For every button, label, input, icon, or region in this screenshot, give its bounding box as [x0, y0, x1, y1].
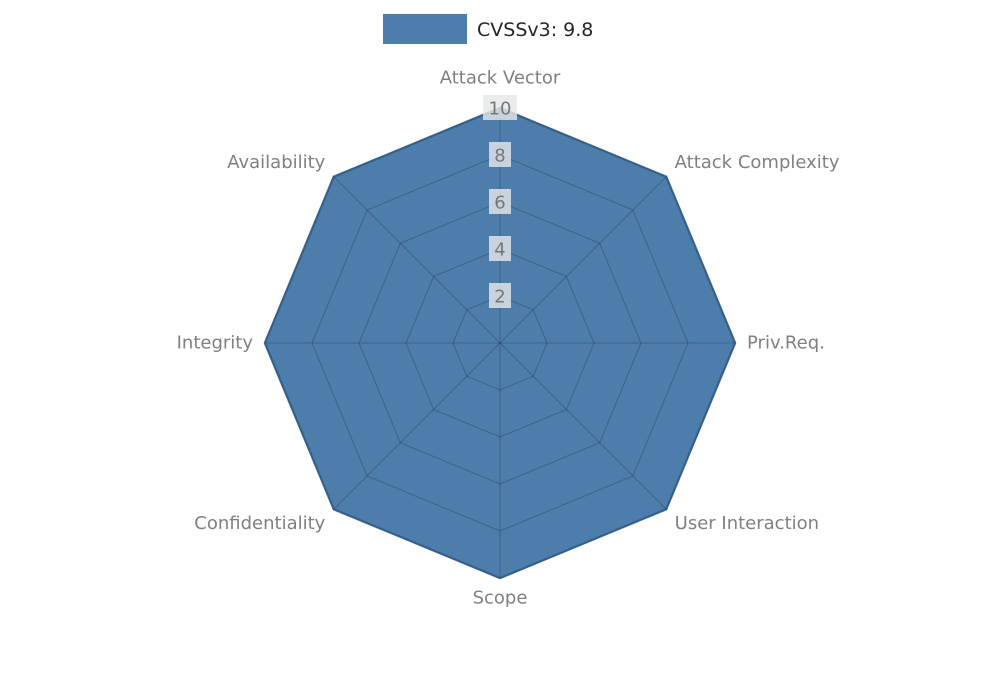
radial-tick-bg — [489, 283, 511, 308]
grid-ring — [358, 201, 642, 485]
axis-label-user-interaction: User Interaction — [675, 513, 819, 534]
axis-spoke — [333, 176, 501, 344]
axis-label-availability: Availability — [227, 152, 325, 173]
radial-tick-bg — [489, 236, 511, 261]
radial-tick-label: 10 — [489, 99, 512, 120]
axis-spoke — [333, 342, 501, 510]
axis-label-priv-req-: Priv.Req. — [747, 333, 825, 354]
grid-ring — [311, 154, 689, 532]
grid-ring — [452, 295, 548, 391]
legend-swatch — [383, 14, 467, 44]
radial-tick-label: 8 — [494, 146, 505, 167]
axis-spoke — [499, 342, 667, 510]
radial-tick-bg — [489, 142, 511, 167]
axis-spoke — [499, 176, 667, 344]
grid-ring — [264, 107, 736, 579]
grid-ring — [405, 248, 595, 438]
radial-tick-label: 4 — [494, 240, 505, 261]
radial-tick-bg — [489, 189, 511, 214]
legend-label: CVSSv3: 9.8 — [477, 19, 593, 41]
radar-fill-polygon — [263, 106, 737, 580]
radial-tick-bg — [483, 95, 517, 120]
radial-tick-label: 6 — [494, 193, 505, 214]
axis-label-attack-complexity: Attack Complexity — [675, 152, 840, 173]
radial-tick-label: 2 — [494, 287, 505, 308]
axis-label-scope: Scope — [473, 588, 528, 609]
axis-label-attack-vector: Attack Vector — [440, 68, 561, 89]
axis-label-integrity: Integrity — [177, 333, 254, 354]
axis-label-confidentiality: Confidentiality — [194, 513, 325, 534]
